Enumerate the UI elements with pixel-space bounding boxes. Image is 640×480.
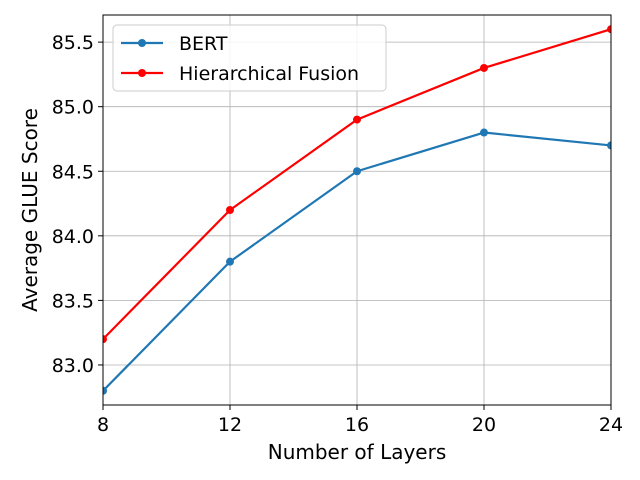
x-tick-label: 8 <box>97 414 109 436</box>
y-tick-label: 85.0 <box>52 97 94 119</box>
data-point <box>607 141 611 150</box>
axes: 8 12 16 20 24 83.0 83.5 84.0 84.5 85.0 85.5 <box>52 32 623 436</box>
y-tick-label: 85.5 <box>52 32 94 54</box>
x-tick-label: 20 <box>472 414 496 436</box>
y-tick-label: 83.5 <box>52 290 94 312</box>
legend: BERT Hierarchical Fusion <box>112 24 387 92</box>
data-point <box>480 128 488 137</box>
data-point <box>103 335 107 344</box>
data-point <box>480 63 488 72</box>
y-tick-label: 84.5 <box>52 161 94 183</box>
x-tick-label: 16 <box>345 414 369 436</box>
series-1 <box>103 128 611 395</box>
data-point <box>226 257 234 266</box>
y-axis-title: Average GLUE Score <box>18 108 42 312</box>
legend-label: BERT <box>179 33 228 55</box>
legend-label: Hierarchical Fusion <box>179 63 359 85</box>
data-point <box>103 386 107 395</box>
legend-item: BERT <box>121 33 228 55</box>
legend-box <box>112 24 387 92</box>
y-tick-label: 84.0 <box>52 226 94 248</box>
x-axis-title: Number of Layers <box>268 440 447 464</box>
series-2 <box>103 25 611 344</box>
legend-marker <box>138 69 146 77</box>
x-tick-label: 24 <box>599 414 623 436</box>
data-point <box>226 206 234 214</box>
legend-marker <box>138 39 146 47</box>
plot-series <box>103 25 611 395</box>
x-tick-label: 12 <box>218 414 242 436</box>
data-point <box>353 115 361 124</box>
legend-item: Hierarchical Fusion <box>121 63 359 85</box>
y-tick-label: 83.0 <box>52 355 94 377</box>
data-point <box>353 167 361 176</box>
data-point <box>607 25 611 34</box>
